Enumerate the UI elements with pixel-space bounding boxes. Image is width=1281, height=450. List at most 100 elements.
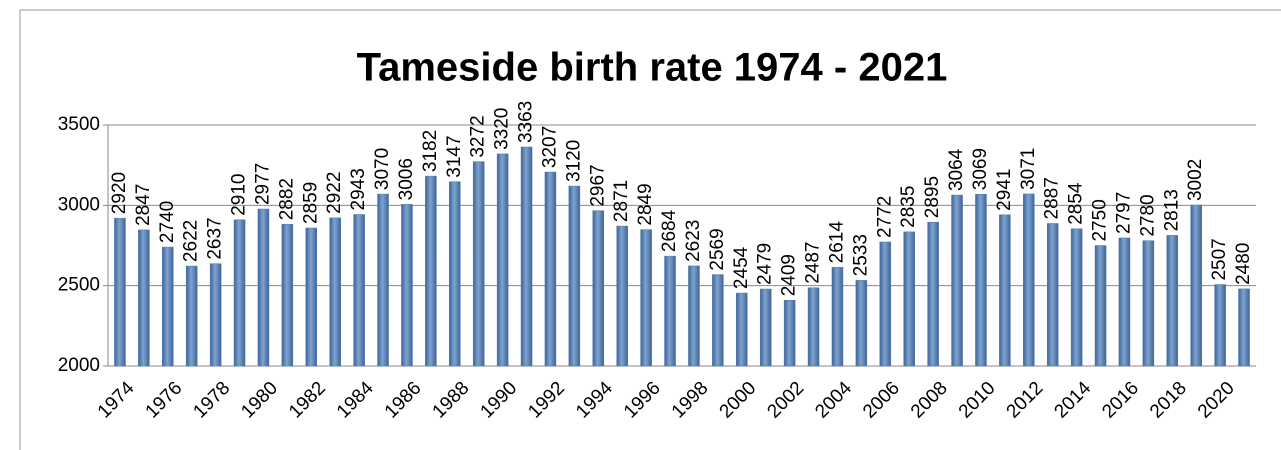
x-tick-label: 1980 xyxy=(237,378,282,423)
bar xyxy=(1046,223,1059,367)
data-label: 2854 xyxy=(1066,182,1087,225)
x-tick-label: 1990 xyxy=(476,378,521,423)
bar xyxy=(568,185,581,367)
data-label: 2943 xyxy=(348,168,369,210)
bar xyxy=(1238,288,1250,367)
data-label: 2895 xyxy=(922,176,943,218)
x-tick-label: 1994 xyxy=(572,377,617,422)
chart-title: Tameside birth rate 1974 - 2021 xyxy=(357,46,948,90)
bar xyxy=(185,265,198,367)
data-label: 3070 xyxy=(372,148,393,190)
data-label: 3002 xyxy=(1185,159,1206,201)
x-tick-label: 1986 xyxy=(381,378,426,423)
bar xyxy=(305,227,318,367)
x-tick-label: 1988 xyxy=(429,378,474,423)
data-label: 2849 xyxy=(635,183,656,225)
bar xyxy=(377,193,389,367)
x-tick-label: 1978 xyxy=(189,378,234,423)
data-label: 2772 xyxy=(874,196,895,238)
x-tick-label: 1998 xyxy=(668,378,713,423)
x-tick-label: 2018 xyxy=(1146,378,1191,423)
data-label: 2797 xyxy=(1113,192,1134,234)
bar xyxy=(209,263,222,367)
bar xyxy=(1214,284,1226,367)
data-label: 2977 xyxy=(252,163,273,205)
data-label: 3207 xyxy=(539,126,560,168)
bar xyxy=(138,229,150,367)
data-label: 3147 xyxy=(444,135,465,177)
data-label: 2622 xyxy=(181,220,202,262)
data-label: 2835 xyxy=(898,186,919,228)
bar xyxy=(999,214,1011,367)
data-label: 3069 xyxy=(970,148,991,190)
bar xyxy=(353,214,365,367)
bar xyxy=(975,193,987,367)
x-tick-label: 1976 xyxy=(142,378,187,423)
y-tick-label: 3500 xyxy=(58,114,100,135)
bar xyxy=(520,146,533,367)
data-label: 2920 xyxy=(109,172,130,214)
data-label: 3071 xyxy=(1018,148,1039,190)
bar xyxy=(162,246,174,367)
bar xyxy=(114,217,126,367)
bar xyxy=(951,194,963,367)
bar xyxy=(329,217,341,367)
bar xyxy=(664,255,676,367)
data-label: 2967 xyxy=(587,164,608,206)
data-label: 2813 xyxy=(1161,189,1182,231)
data-label: 2623 xyxy=(683,220,704,262)
x-tick-label: 2012 xyxy=(1003,378,1048,423)
data-label: 3006 xyxy=(396,158,417,200)
data-label: 2871 xyxy=(611,180,632,222)
data-label: 2887 xyxy=(1042,177,1063,219)
bar xyxy=(257,208,270,367)
bar xyxy=(281,224,294,367)
x-tick-label: 1992 xyxy=(524,378,569,423)
bar xyxy=(1070,228,1083,367)
data-label: 2533 xyxy=(850,234,871,276)
data-label: 3363 xyxy=(516,101,537,143)
data-label: 3182 xyxy=(420,130,441,172)
bar xyxy=(472,161,485,367)
x-tick-label: 2006 xyxy=(859,378,904,423)
data-label: 2910 xyxy=(229,174,250,216)
bar xyxy=(855,280,868,367)
data-label: 2750 xyxy=(1090,199,1111,241)
data-label: 2507 xyxy=(1209,238,1230,280)
bar xyxy=(544,171,557,367)
data-label: 2637 xyxy=(205,217,226,259)
bar xyxy=(879,241,892,367)
data-label: 3320 xyxy=(492,108,513,150)
data-label: 2479 xyxy=(755,243,776,285)
x-tick-label: 2014 xyxy=(1050,377,1095,422)
bar xyxy=(401,204,413,367)
y-tick-label: 2000 xyxy=(58,355,100,376)
x-tick-label: 2016 xyxy=(1098,378,1143,423)
x-tick-label: 1996 xyxy=(620,378,665,423)
x-tick-label: 1974 xyxy=(94,377,139,422)
x-tick-label: 2010 xyxy=(955,378,1000,423)
bar xyxy=(1166,235,1179,367)
data-label: 2684 xyxy=(659,209,680,252)
bar xyxy=(927,221,939,367)
y-tick-label: 3000 xyxy=(58,194,100,215)
data-label: 2922 xyxy=(324,172,345,214)
x-tick-label: 2004 xyxy=(811,377,856,422)
data-label: 3120 xyxy=(563,140,584,182)
x-tick-label: 2020 xyxy=(1194,378,1239,423)
bar xyxy=(759,288,772,367)
bar xyxy=(425,175,437,367)
bar xyxy=(712,274,724,367)
data-label: 2480 xyxy=(1233,243,1254,285)
bar xyxy=(831,267,844,367)
bar xyxy=(1118,237,1131,367)
data-label: 2740 xyxy=(157,201,178,243)
bar xyxy=(616,225,628,367)
x-tick-label: 2000 xyxy=(716,378,761,423)
data-label: 2882 xyxy=(276,178,297,220)
data-label: 2941 xyxy=(994,169,1015,211)
x-tick-label: 2002 xyxy=(763,378,808,423)
data-label: 2847 xyxy=(133,184,154,226)
bar xyxy=(592,210,605,367)
